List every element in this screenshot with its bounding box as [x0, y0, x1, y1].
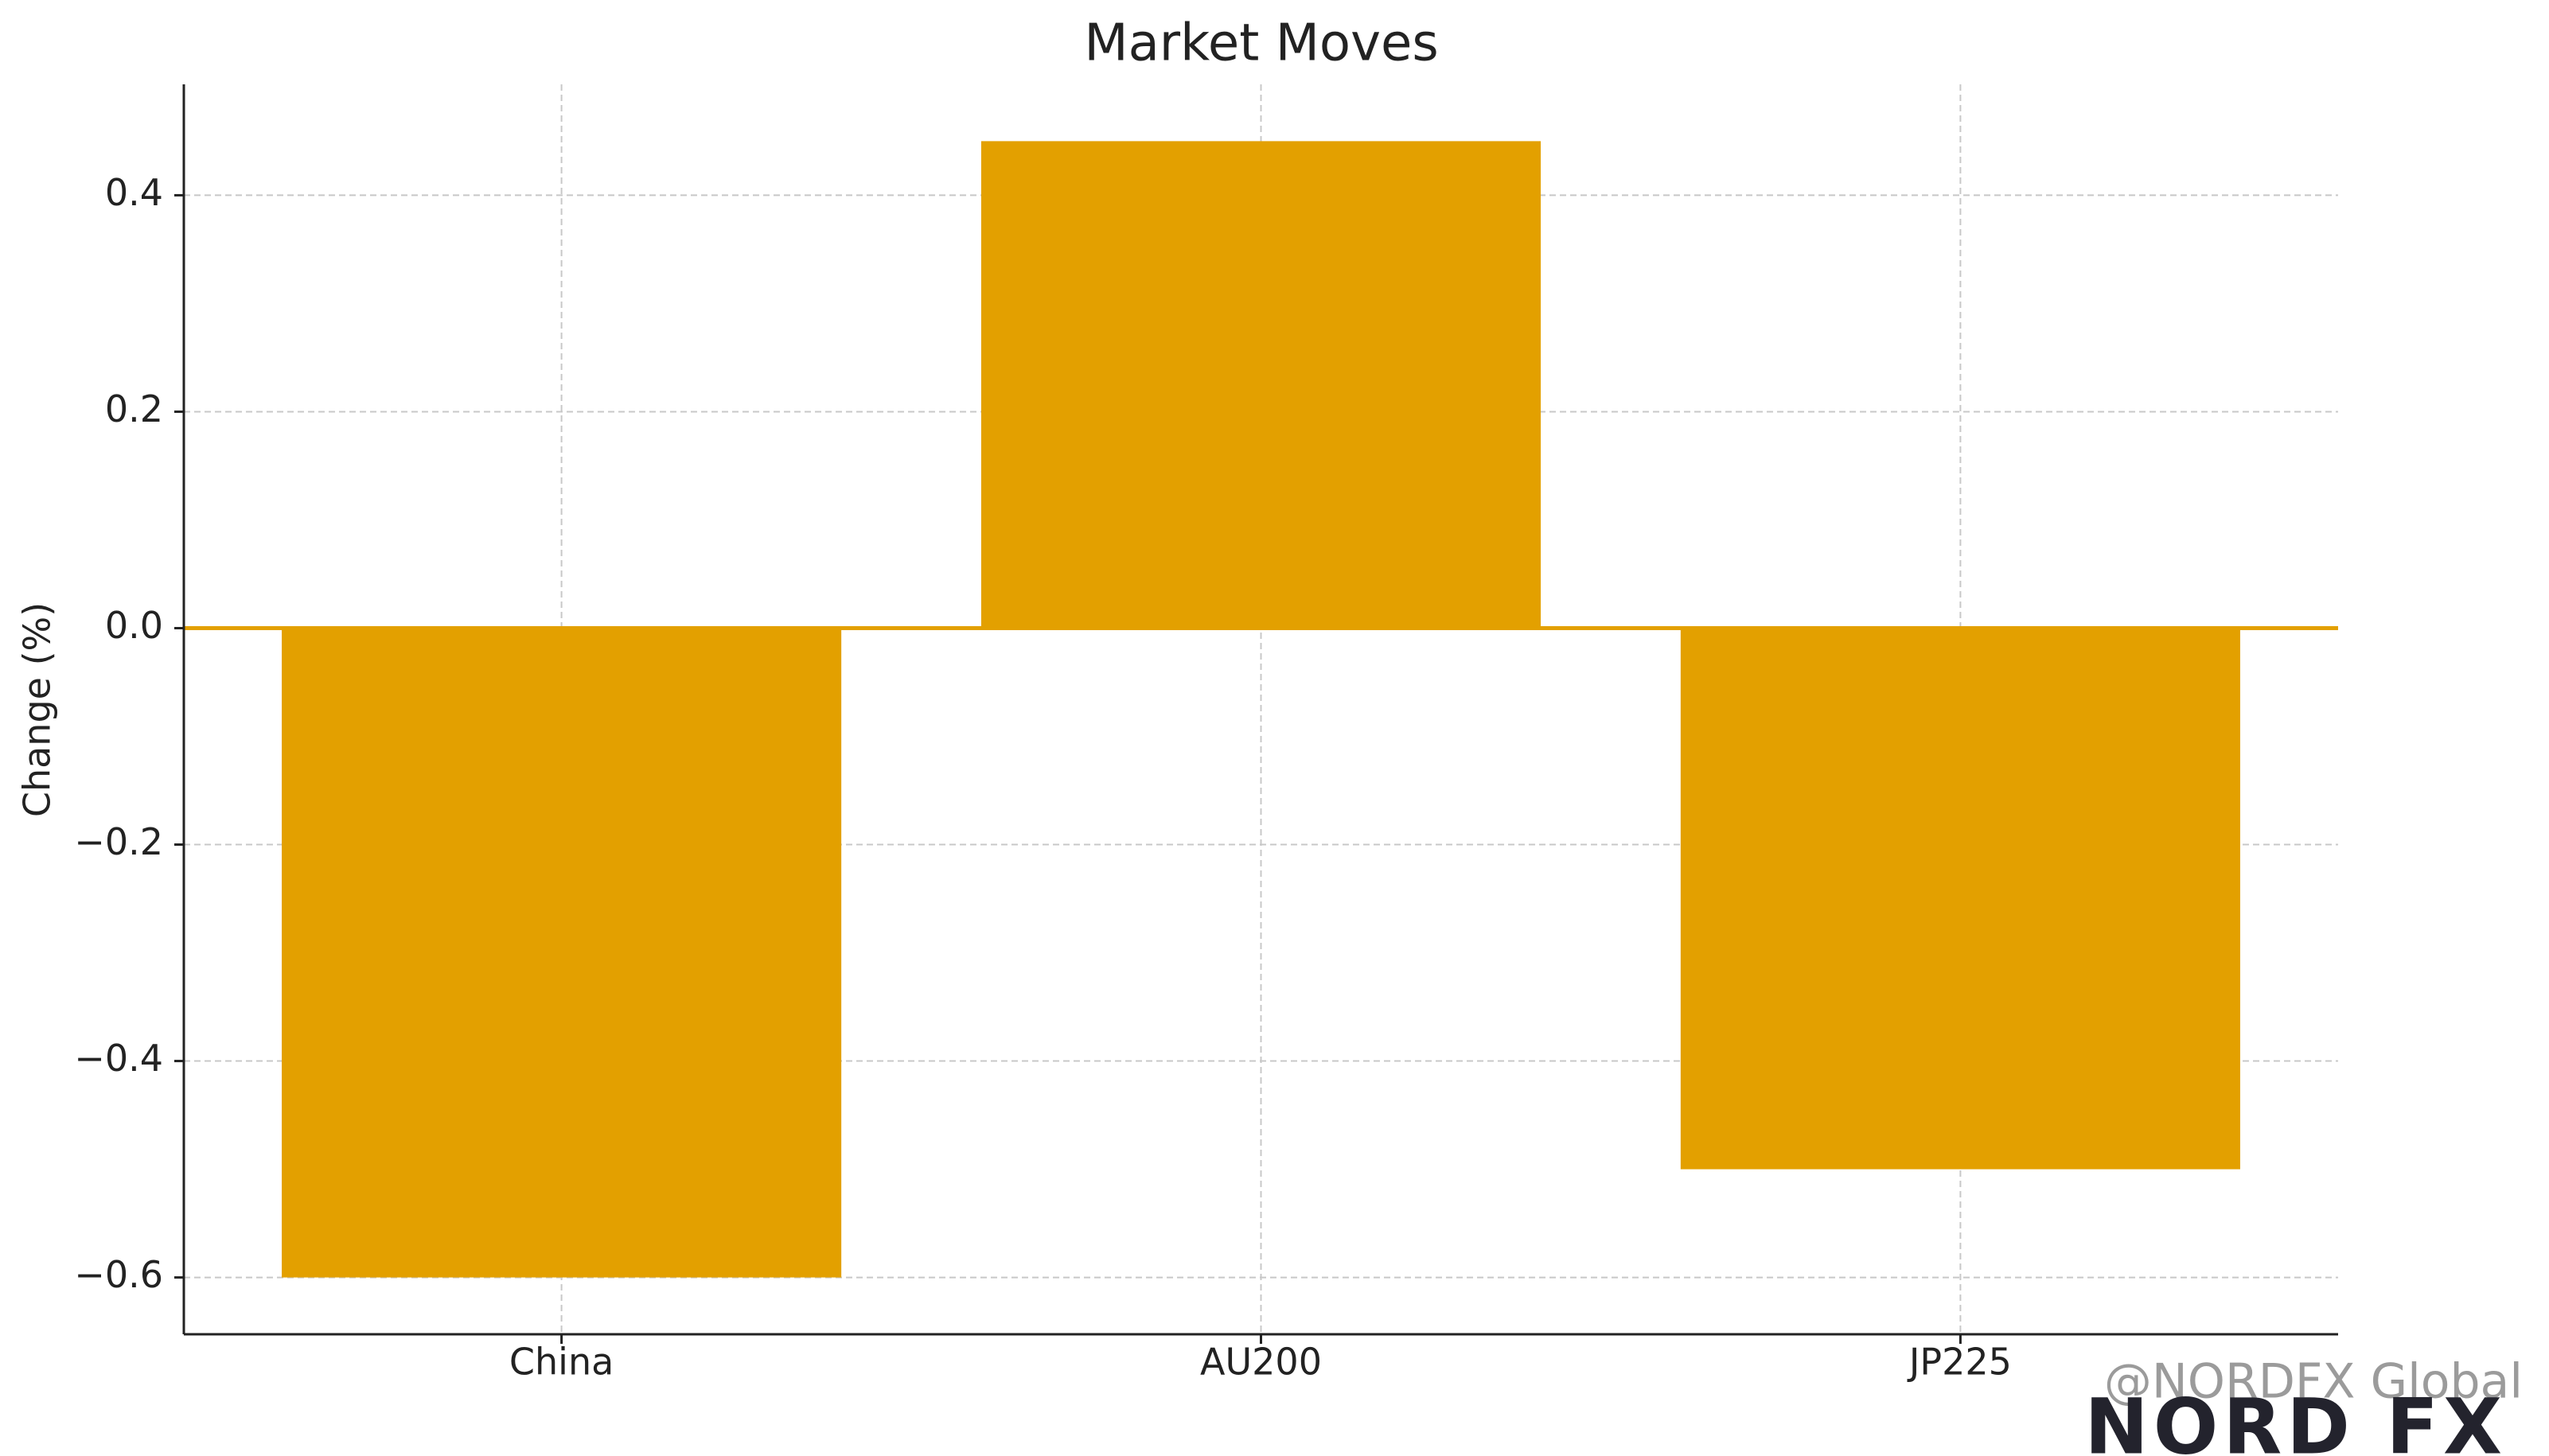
bar [282, 628, 842, 1278]
x-tick-label: JP225 [1907, 1341, 2012, 1384]
y-tick-label: 0.4 [105, 171, 163, 214]
y-tick-label: −0.6 [74, 1253, 163, 1296]
y-tick-label: −0.2 [74, 820, 163, 863]
y-tick-label: 0.2 [105, 387, 163, 430]
y-axis-label: Change (%) [16, 602, 59, 817]
watermark-handle: @NORDFX Global [2104, 1354, 2523, 1410]
y-tick-label: 0.0 [105, 604, 163, 647]
x-tick-label: AU200 [1200, 1341, 1322, 1384]
watermark-logo: NORD FX [2084, 1382, 2507, 1456]
plot-area: −0.6 −0.4 −0.2 0.0 0.2 0.4 China AU200 JP225 [74, 84, 2338, 1384]
x-tick-label: China [509, 1341, 614, 1384]
bar [980, 141, 1541, 629]
y-tick-label: −0.4 [74, 1037, 163, 1080]
bar [1680, 628, 2240, 1170]
chart-title: Market Moves [1084, 14, 1438, 73]
